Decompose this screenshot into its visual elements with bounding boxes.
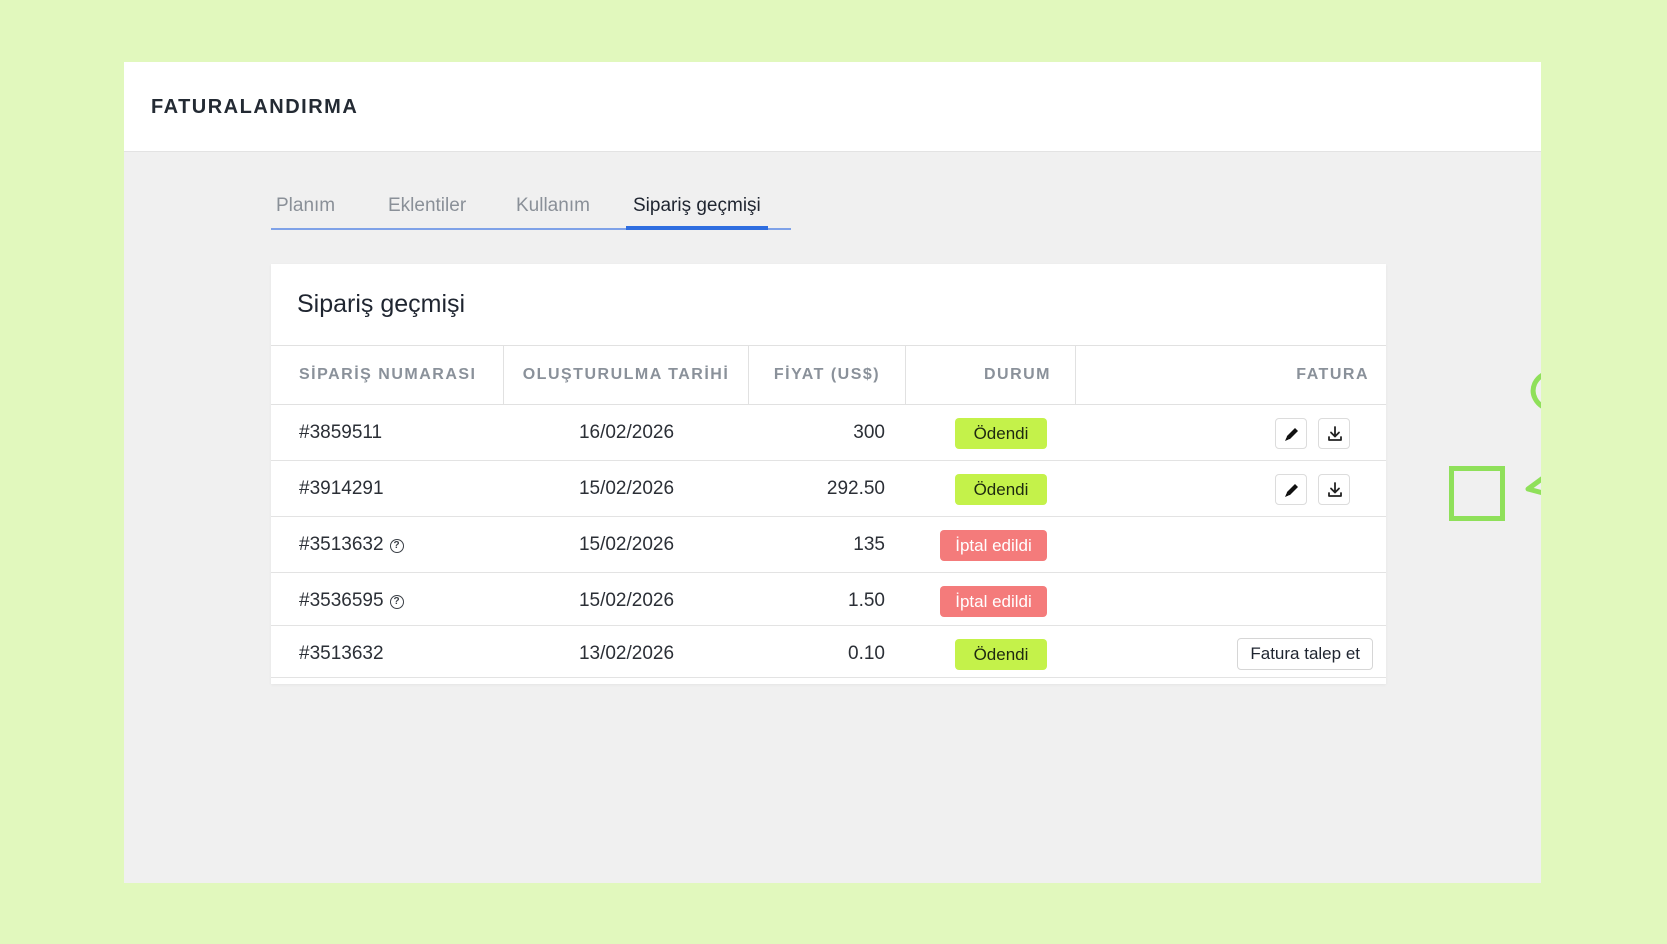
order-date: 15/02/2026 [578,534,675,555]
column-header-order: SİPARİŞ NUMARASI [271,346,504,404]
table-header: SİPARİŞ NUMARASI OLUŞTURULMA TARİHİ FİYA… [271,345,1386,405]
order-number-text: #3859511 [299,422,383,443]
status-badge: Ödendi [955,418,1047,449]
table-row: #3536595? 15/02/2026 1.50 İptal edildi [271,573,1386,626]
page-header: FATURALANDIRMA [124,62,1541,152]
status-badge: İptal edildi [940,586,1047,617]
order-number: #3513632 [299,626,384,681]
status-badge: Ödendi [955,639,1047,670]
order-date: 16/02/2026 [578,422,675,443]
column-header-date: OLUŞTURULMA TARİHİ [504,346,749,404]
question-circle-icon[interactable]: ? [389,595,404,609]
tab-siparis-gecmisi[interactable]: Sipariş geçmişi [626,188,768,230]
download-icon [1328,426,1342,441]
column-header-status: DURUM [906,346,1076,404]
order-price: 300 [853,422,885,443]
table-row: #3859511 16/02/2026 300 Ödendi [271,405,1386,461]
order-price: 292.50 [826,478,885,499]
order-history-card: Sipariş geçmişi SİPARİŞ NUMARASI OLUŞTUR… [271,264,1386,684]
table-row: #3914291 15/02/2026 292.50 Ödendi [271,461,1386,517]
order-date: 13/02/2026 [578,643,675,664]
column-header-price: FİYAT (US$) [749,346,906,404]
order-number: #3859511 [299,405,382,460]
order-price: 0.10 [848,643,885,664]
status-badge: Ödendi [955,474,1047,505]
request-invoice-button[interactable]: Fatura talep et [1237,638,1373,670]
table-row: #3513632? 15/02/2026 135 İptal edildi [271,517,1386,573]
order-number: #3914291 [299,461,384,516]
pencil-icon [1285,484,1298,497]
annotation-arrow-icon [1525,373,1541,495]
status-badge: İptal edildi [940,530,1047,561]
tab-bar: Planım Eklentiler Kullanım Sipariş geçmi… [271,188,791,230]
order-number: #3536595? [299,573,404,628]
edit-invoice-button[interactable] [1275,474,1307,505]
question-circle-icon[interactable]: ? [389,539,404,553]
tab-planim[interactable]: Planım [276,195,336,216]
order-number-text: #3914291 [299,478,384,499]
card-title: Sipariş geçmişi [297,290,466,318]
download-invoice-button[interactable] [1318,418,1350,449]
order-date: 15/02/2026 [578,478,675,499]
pencil-icon [1285,428,1298,441]
billing-page: FATURALANDIRMA Planım Eklentiler Kullanı… [124,62,1541,883]
edit-invoice-button[interactable] [1275,418,1307,449]
order-number-text: #3513632 [299,534,384,555]
download-highlight-box [1449,466,1505,521]
download-invoice-button[interactable] [1318,474,1350,505]
order-number-text: #3513632 [299,643,384,664]
download-icon [1328,482,1342,497]
order-price: 1.50 [848,590,885,611]
order-date: 15/02/2026 [578,590,675,611]
order-price: 135 [853,534,885,555]
order-number: #3513632? [299,517,404,572]
tab-eklentiler[interactable]: Eklentiler [388,195,467,216]
tab-kullanim[interactable]: Kullanım [516,195,590,216]
order-number-text: #3536595 [299,590,384,611]
table-row: #3513632 13/02/2026 0.10 Ödendi Fatura talep… [271,626,1386,678]
column-header-invoice: FATURA [1296,366,1369,383]
page-title: FATURALANDIRMA [151,96,359,118]
